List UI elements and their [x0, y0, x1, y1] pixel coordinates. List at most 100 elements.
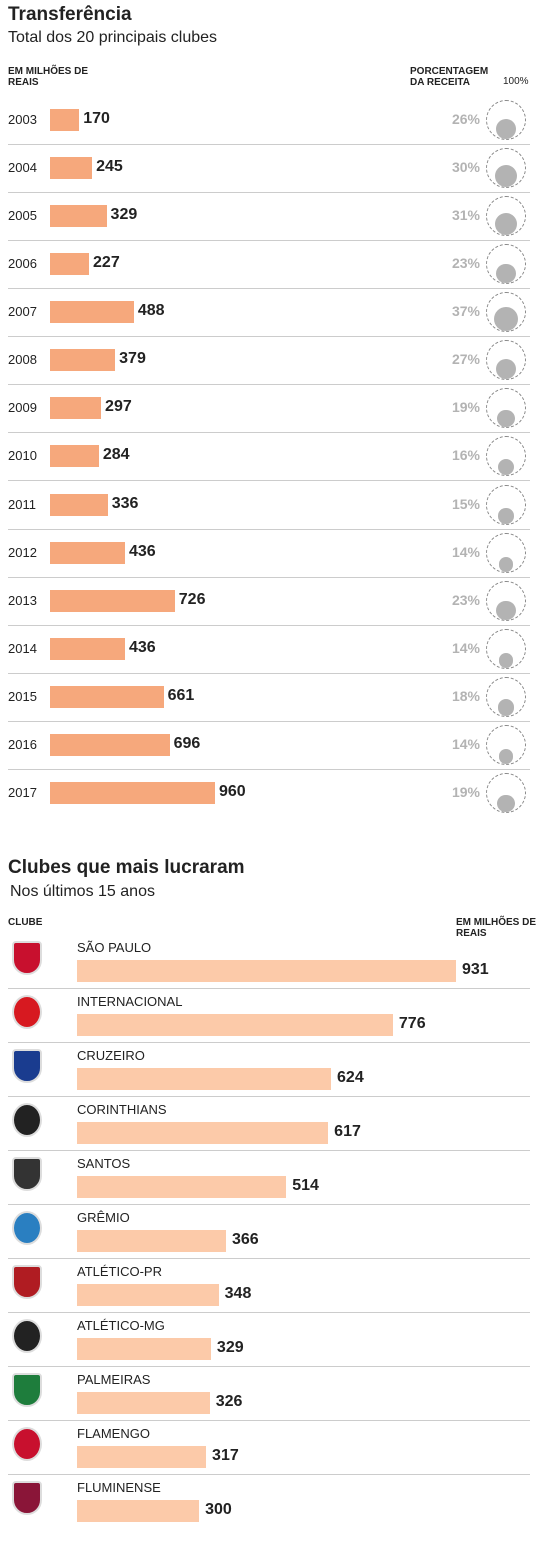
share-circle	[495, 165, 517, 188]
bar	[50, 685, 164, 708]
bar	[50, 781, 215, 804]
club-name: PALMEIRAS	[77, 1372, 151, 1387]
value-label: 366	[231, 1231, 259, 1248]
row-separator	[8, 1096, 530, 1097]
value-label: 960	[219, 782, 246, 800]
club-name: CRUZEIRO	[77, 1048, 145, 1063]
club-crest	[12, 1211, 42, 1245]
value-label: 326	[215, 1393, 243, 1410]
row-separator	[8, 240, 530, 242]
share-label: 30%	[451, 159, 480, 176]
bar	[50, 205, 107, 228]
share-full-label: 100%	[503, 76, 529, 87]
bar	[77, 1176, 287, 1198]
value-label: 931	[462, 961, 489, 978]
chart-title: Clubes que mais lucraram	[8, 857, 245, 878]
row-separator	[8, 1258, 530, 1259]
bar	[50, 301, 134, 324]
year-label: 2010	[8, 448, 37, 464]
bar	[50, 733, 170, 756]
share-circle	[498, 652, 514, 668]
row-separator	[8, 1366, 530, 1367]
share-circle	[498, 556, 514, 572]
row-separator	[8, 1474, 530, 1475]
row-separator	[8, 672, 530, 674]
bar	[50, 109, 80, 131]
value-label: 284	[102, 446, 130, 464]
bar	[50, 541, 125, 564]
category-header: CLUBE	[8, 917, 43, 928]
year-label: 2011	[8, 496, 36, 512]
share-label: 14%	[451, 639, 480, 656]
row-separator	[8, 192, 530, 194]
bar	[77, 1230, 226, 1252]
year-label: 2005	[8, 208, 37, 224]
share-circle	[496, 600, 516, 620]
bar	[77, 960, 456, 982]
club-name: FLUMINENSE	[77, 1480, 161, 1495]
club-crest	[12, 1481, 42, 1515]
value-label: 624	[337, 1069, 364, 1086]
share-outline	[486, 244, 526, 285]
club-crest	[12, 1373, 42, 1407]
bar	[77, 1500, 200, 1522]
bar	[77, 1284, 219, 1306]
club-name: FLAMENGO	[77, 1426, 150, 1441]
club-crest	[12, 995, 42, 1029]
club-name: INTERNACIONAL	[77, 994, 183, 1009]
share-label: 27%	[451, 351, 480, 368]
share-label: 31%	[451, 207, 480, 224]
value-label: 227	[93, 254, 120, 272]
bar	[50, 397, 102, 420]
club-name: GRÊMIO	[77, 1210, 130, 1225]
share-outline	[486, 436, 526, 477]
share-outline	[486, 388, 526, 429]
value-label: 514	[292, 1177, 319, 1194]
value-label: 726	[178, 590, 206, 608]
year-label: 2008	[8, 352, 37, 368]
share-circle	[494, 212, 518, 236]
row-separator	[8, 1312, 530, 1313]
value-label: 488	[137, 302, 165, 320]
value-label: 329	[216, 1339, 244, 1356]
value-label: 348	[224, 1285, 252, 1302]
chart-subtitle: Nos últimos 15 anos	[10, 883, 155, 900]
row-separator	[8, 528, 530, 530]
club-crest	[12, 1265, 42, 1299]
share-circle	[498, 748, 514, 764]
value-header: EM MILHÕES DE REAIS	[456, 917, 537, 939]
share-outline	[486, 772, 526, 813]
share-outline	[486, 196, 526, 237]
value-label: 661	[167, 686, 195, 704]
share-label: 14%	[451, 543, 480, 560]
share-label: 23%	[451, 255, 480, 272]
share-label: 16%	[451, 447, 480, 464]
bar	[50, 445, 99, 468]
row-separator	[8, 432, 530, 434]
share-outline	[486, 724, 526, 765]
club-crest	[12, 1427, 42, 1461]
bar	[50, 493, 108, 516]
share-outline	[486, 292, 526, 333]
bar	[77, 1392, 210, 1414]
value-label: 245	[96, 158, 123, 176]
row-separator	[8, 1042, 530, 1043]
club-name: ATLÉTICO-PR	[77, 1264, 162, 1279]
club-crest	[12, 1103, 42, 1137]
bar	[77, 1122, 329, 1144]
row-separator	[8, 288, 530, 290]
club-crest	[12, 941, 42, 975]
value-label: 317	[212, 1447, 239, 1464]
value-label: 170	[83, 110, 110, 127]
bar	[50, 349, 116, 372]
club-crest	[12, 1319, 42, 1353]
year-label: 2012	[8, 544, 37, 560]
row-separator	[8, 988, 530, 989]
share-label: 15%	[451, 495, 480, 512]
value-label: 617	[334, 1123, 361, 1140]
club-crest	[12, 1157, 42, 1191]
year-label: 2015	[8, 688, 37, 704]
share-outline	[486, 532, 526, 573]
share-circle	[495, 358, 517, 380]
